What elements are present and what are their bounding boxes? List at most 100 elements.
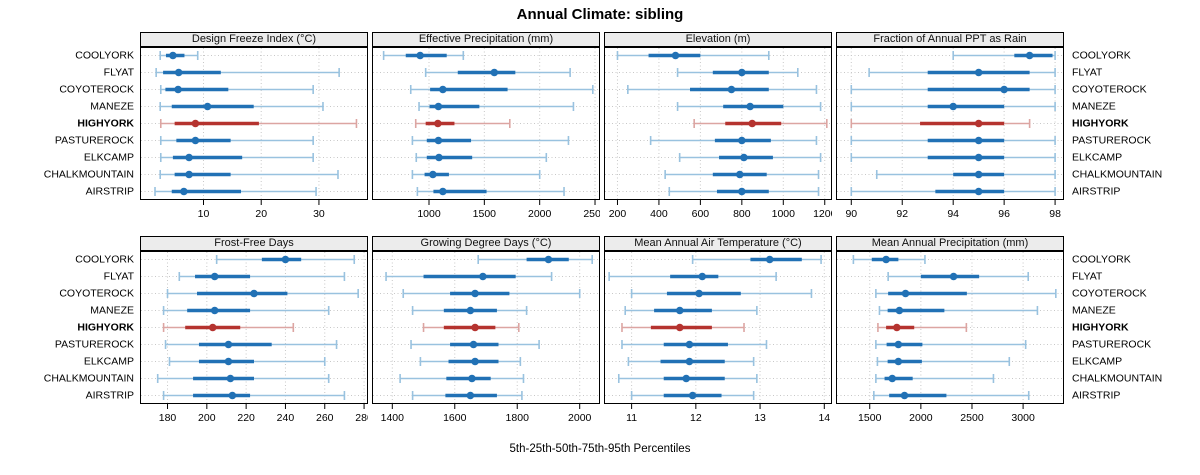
panel-growing-degree-days-c: Growing Degree Days (°C) 1400 1600 1800 2000 bbox=[372, 236, 600, 432]
median-dot bbox=[901, 289, 910, 298]
station-label-left-elkcamp: ELKCAMP bbox=[83, 151, 134, 163]
median-dot bbox=[479, 272, 487, 281]
median-dot bbox=[471, 289, 479, 298]
station-label-left-coolyork: COOLYORK bbox=[75, 49, 134, 61]
axis-tick-label: 3000 bbox=[1011, 412, 1035, 424]
axis-tick-label: 2500 bbox=[583, 208, 600, 220]
median-dot bbox=[740, 153, 748, 162]
panel-strip: Mean Annual Air Temperature (°C) bbox=[604, 236, 832, 251]
axis-tick-label: 30 bbox=[313, 208, 325, 220]
median-dot bbox=[224, 357, 233, 366]
axis-tick-label: 2000 bbox=[568, 412, 592, 424]
station-label-right-coyoterock: COYOTEROCK bbox=[1072, 287, 1147, 299]
axis-tick-label: 1000 bbox=[772, 208, 796, 220]
axis-tick-label: 20 bbox=[255, 208, 267, 220]
station-label-right-airstrip: AIRSTRIP bbox=[1072, 389, 1121, 401]
panel-canvas: 180 200 220 240 260 280 bbox=[140, 251, 368, 424]
axis-tick-label: 2000 bbox=[909, 412, 933, 424]
axis-tick-label: 600 bbox=[692, 208, 710, 220]
median-dot bbox=[894, 340, 903, 349]
median-dot bbox=[544, 255, 553, 264]
median-dot bbox=[466, 391, 475, 400]
axis-tick-label: 90 bbox=[845, 208, 857, 220]
panel-title: Frost-Free Days bbox=[214, 237, 294, 249]
chart-title: Annual Climate: sibling bbox=[516, 6, 684, 23]
panel-strip: Mean Annual Precipitation (mm) bbox=[836, 236, 1064, 251]
median-dot bbox=[894, 357, 903, 366]
station-label-right-coolyork: COOLYORK bbox=[1072, 253, 1131, 265]
median-dot bbox=[974, 68, 983, 77]
panel-canvas: 1400 1600 1800 2000 bbox=[372, 251, 600, 424]
station-label-right-coolyork: COOLYORK bbox=[1072, 49, 1131, 61]
median-dot bbox=[882, 255, 890, 264]
median-dot bbox=[695, 289, 703, 298]
median-dot bbox=[174, 85, 182, 94]
station-label-left-pasturerock: PASTUREROCK bbox=[54, 134, 134, 146]
station-label-right-elkcamp: ELKCAMP bbox=[1072, 151, 1123, 163]
panel-canvas: 90 92 94 96 98 bbox=[836, 47, 1064, 220]
median-dot bbox=[675, 323, 684, 332]
station-label-left-maneze: MANEZE bbox=[90, 100, 134, 112]
station-label-left-pasturerock: PASTUREROCK bbox=[54, 338, 134, 350]
station-label-left-highyork: HIGHYORK bbox=[77, 321, 134, 333]
median-dot bbox=[738, 187, 746, 196]
station-label-right-chalkmountain: CHALKMOUNTAIN bbox=[1072, 372, 1163, 384]
median-dot bbox=[174, 68, 183, 77]
panel-title: Effective Precipitation (mm) bbox=[418, 33, 554, 45]
median-dot bbox=[434, 136, 443, 145]
station-label-left-chalkmountain: CHALKMOUNTAIN bbox=[43, 168, 134, 180]
median-dot bbox=[228, 391, 237, 400]
station-label-right-flyat: FLYAT bbox=[1072, 270, 1103, 282]
median-dot bbox=[698, 272, 707, 281]
panel-title: Elevation (m) bbox=[685, 33, 751, 45]
axis-tick-label: 400 bbox=[650, 208, 668, 220]
median-dot bbox=[191, 119, 200, 128]
median-dot bbox=[949, 102, 957, 111]
axis-tick-label: 260 bbox=[316, 412, 334, 424]
axis-tick-label: 98 bbox=[1049, 208, 1061, 220]
axis-tick-label: 94 bbox=[947, 208, 959, 220]
median-dot bbox=[210, 306, 219, 315]
median-dot bbox=[682, 374, 691, 383]
median-dot bbox=[185, 170, 193, 179]
median-dot bbox=[434, 102, 443, 111]
median-dot bbox=[435, 153, 443, 162]
median-dot bbox=[191, 136, 200, 145]
median-dot bbox=[224, 340, 233, 349]
median-dot bbox=[439, 187, 447, 196]
median-dot bbox=[469, 340, 478, 349]
station-label-left-flyat: FLYAT bbox=[103, 66, 134, 78]
median-dot bbox=[888, 374, 897, 383]
median-dot bbox=[471, 323, 479, 332]
station-label-left-elkcamp: ELKCAMP bbox=[83, 355, 134, 367]
panel-elevation-m: Elevation (m) 200 400 600 800 1000 1200 bbox=[604, 32, 832, 228]
axis-tick-label: 11 bbox=[626, 412, 637, 424]
median-dot bbox=[180, 187, 188, 196]
axis-tick-label: 1600 bbox=[443, 412, 467, 424]
median-dot bbox=[895, 306, 904, 315]
panel-title: Mean Annual Air Temperature (°C) bbox=[634, 237, 802, 249]
panel-mean-annual-air-temperature-c: Mean Annual Air Temperature (°C) 11 12 13 14 bbox=[604, 236, 832, 432]
axis-tick-label: 180 bbox=[159, 412, 177, 424]
median-dot bbox=[900, 391, 909, 400]
axis-tick-label: 1800 bbox=[506, 412, 530, 424]
median-dot bbox=[974, 170, 983, 179]
panel-strip: Frost-Free Days bbox=[140, 236, 368, 251]
station-label-right-pasturerock: PASTUREROCK bbox=[1072, 134, 1152, 146]
axis-tick-label: 10 bbox=[198, 208, 210, 220]
median-dot bbox=[735, 170, 744, 179]
axis-tick-label: 13 bbox=[754, 412, 766, 424]
axis-tick-label: 1500 bbox=[858, 412, 882, 424]
axis-tick-label: 200 bbox=[609, 208, 627, 220]
median-dot bbox=[1000, 85, 1008, 94]
panel-title: Design Freeze Index (°C) bbox=[191, 33, 317, 45]
panel-canvas: 1000 1500 2000 2500 bbox=[372, 47, 600, 220]
median-dot bbox=[974, 153, 983, 162]
station-label-left-coyoterock: COYOTEROCK bbox=[59, 287, 134, 299]
axis-tick-label: 96 bbox=[998, 208, 1010, 220]
median-dot bbox=[893, 323, 901, 332]
median-dot bbox=[765, 255, 774, 264]
station-label-left-chalkmountain: CHALKMOUNTAIN bbox=[43, 372, 134, 384]
panel-fraction-of-annual-ppt-as-rain: Fraction of Annual PPT as Rain 90 92 94 96 98 bbox=[836, 32, 1064, 228]
